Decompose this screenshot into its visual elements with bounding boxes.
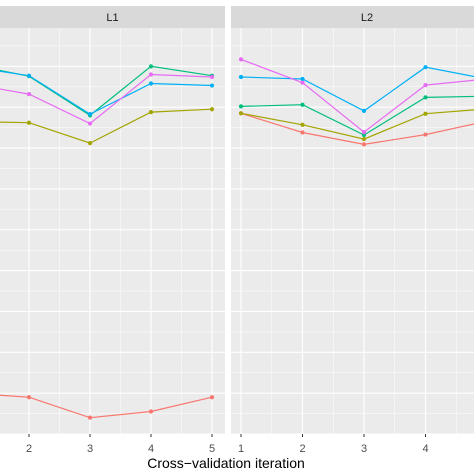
panel-l2: L2 1 2 3 4 xyxy=(231,6,474,455)
data-point xyxy=(148,64,154,69)
data-point xyxy=(300,122,305,127)
x-tick-label: 1 xyxy=(238,443,244,455)
data-point xyxy=(87,141,93,146)
data-point xyxy=(300,102,305,107)
data-point xyxy=(238,104,244,109)
data-point xyxy=(361,108,367,113)
data-point xyxy=(238,111,244,116)
panel-l2-plot-area xyxy=(231,28,474,434)
data-point xyxy=(209,74,215,80)
panel-l2-strip xyxy=(231,6,474,28)
x-tick-label: 3 xyxy=(87,443,93,455)
data-point xyxy=(423,83,428,88)
data-point xyxy=(361,142,367,147)
x-tick-label: 3 xyxy=(361,443,367,455)
data-point xyxy=(26,92,32,97)
data-point xyxy=(148,110,154,115)
panel-l2-title: L2 xyxy=(361,12,373,24)
data-point xyxy=(148,81,154,86)
x-tick-label: 4 xyxy=(422,443,428,455)
data-point xyxy=(209,395,215,400)
x-tick-label: 2 xyxy=(299,443,305,455)
panel-l1-series xyxy=(0,64,215,420)
data-point xyxy=(26,120,32,125)
data-point xyxy=(26,73,32,78)
data-point xyxy=(87,415,93,420)
panel-l1-plot-area xyxy=(0,28,225,434)
data-point xyxy=(423,132,428,137)
data-point xyxy=(26,395,32,400)
x-tick-label: 4 xyxy=(148,443,154,455)
data-point xyxy=(423,95,428,100)
data-point xyxy=(423,65,428,70)
x-tick-label: 2 xyxy=(26,443,32,455)
data-point xyxy=(423,111,428,116)
panel-l2-series xyxy=(238,57,474,147)
panel-l1-strip xyxy=(0,6,225,28)
data-point xyxy=(238,74,244,80)
data-point xyxy=(300,130,305,135)
data-point xyxy=(361,136,367,142)
panel-l1-x-ticks: 2 3 4 5 xyxy=(26,434,215,455)
data-point xyxy=(300,80,305,85)
x-axis-title: Cross−validation iteration xyxy=(147,455,305,471)
panel-l1-title: L1 xyxy=(106,12,118,24)
data-point xyxy=(148,72,154,77)
data-point xyxy=(361,130,367,135)
data-point xyxy=(209,83,215,88)
data-point xyxy=(148,409,154,414)
data-point xyxy=(87,112,93,117)
x-tick-label: 5 xyxy=(209,443,215,455)
panel-l2-x-ticks: 1 2 3 4 xyxy=(238,434,429,455)
data-point xyxy=(238,57,244,62)
data-point xyxy=(87,121,93,126)
data-point xyxy=(209,107,215,112)
panel-l2-grid xyxy=(231,28,474,435)
data-point xyxy=(300,76,305,82)
panel-l1: L1 2 3 4 5 xyxy=(0,6,225,455)
